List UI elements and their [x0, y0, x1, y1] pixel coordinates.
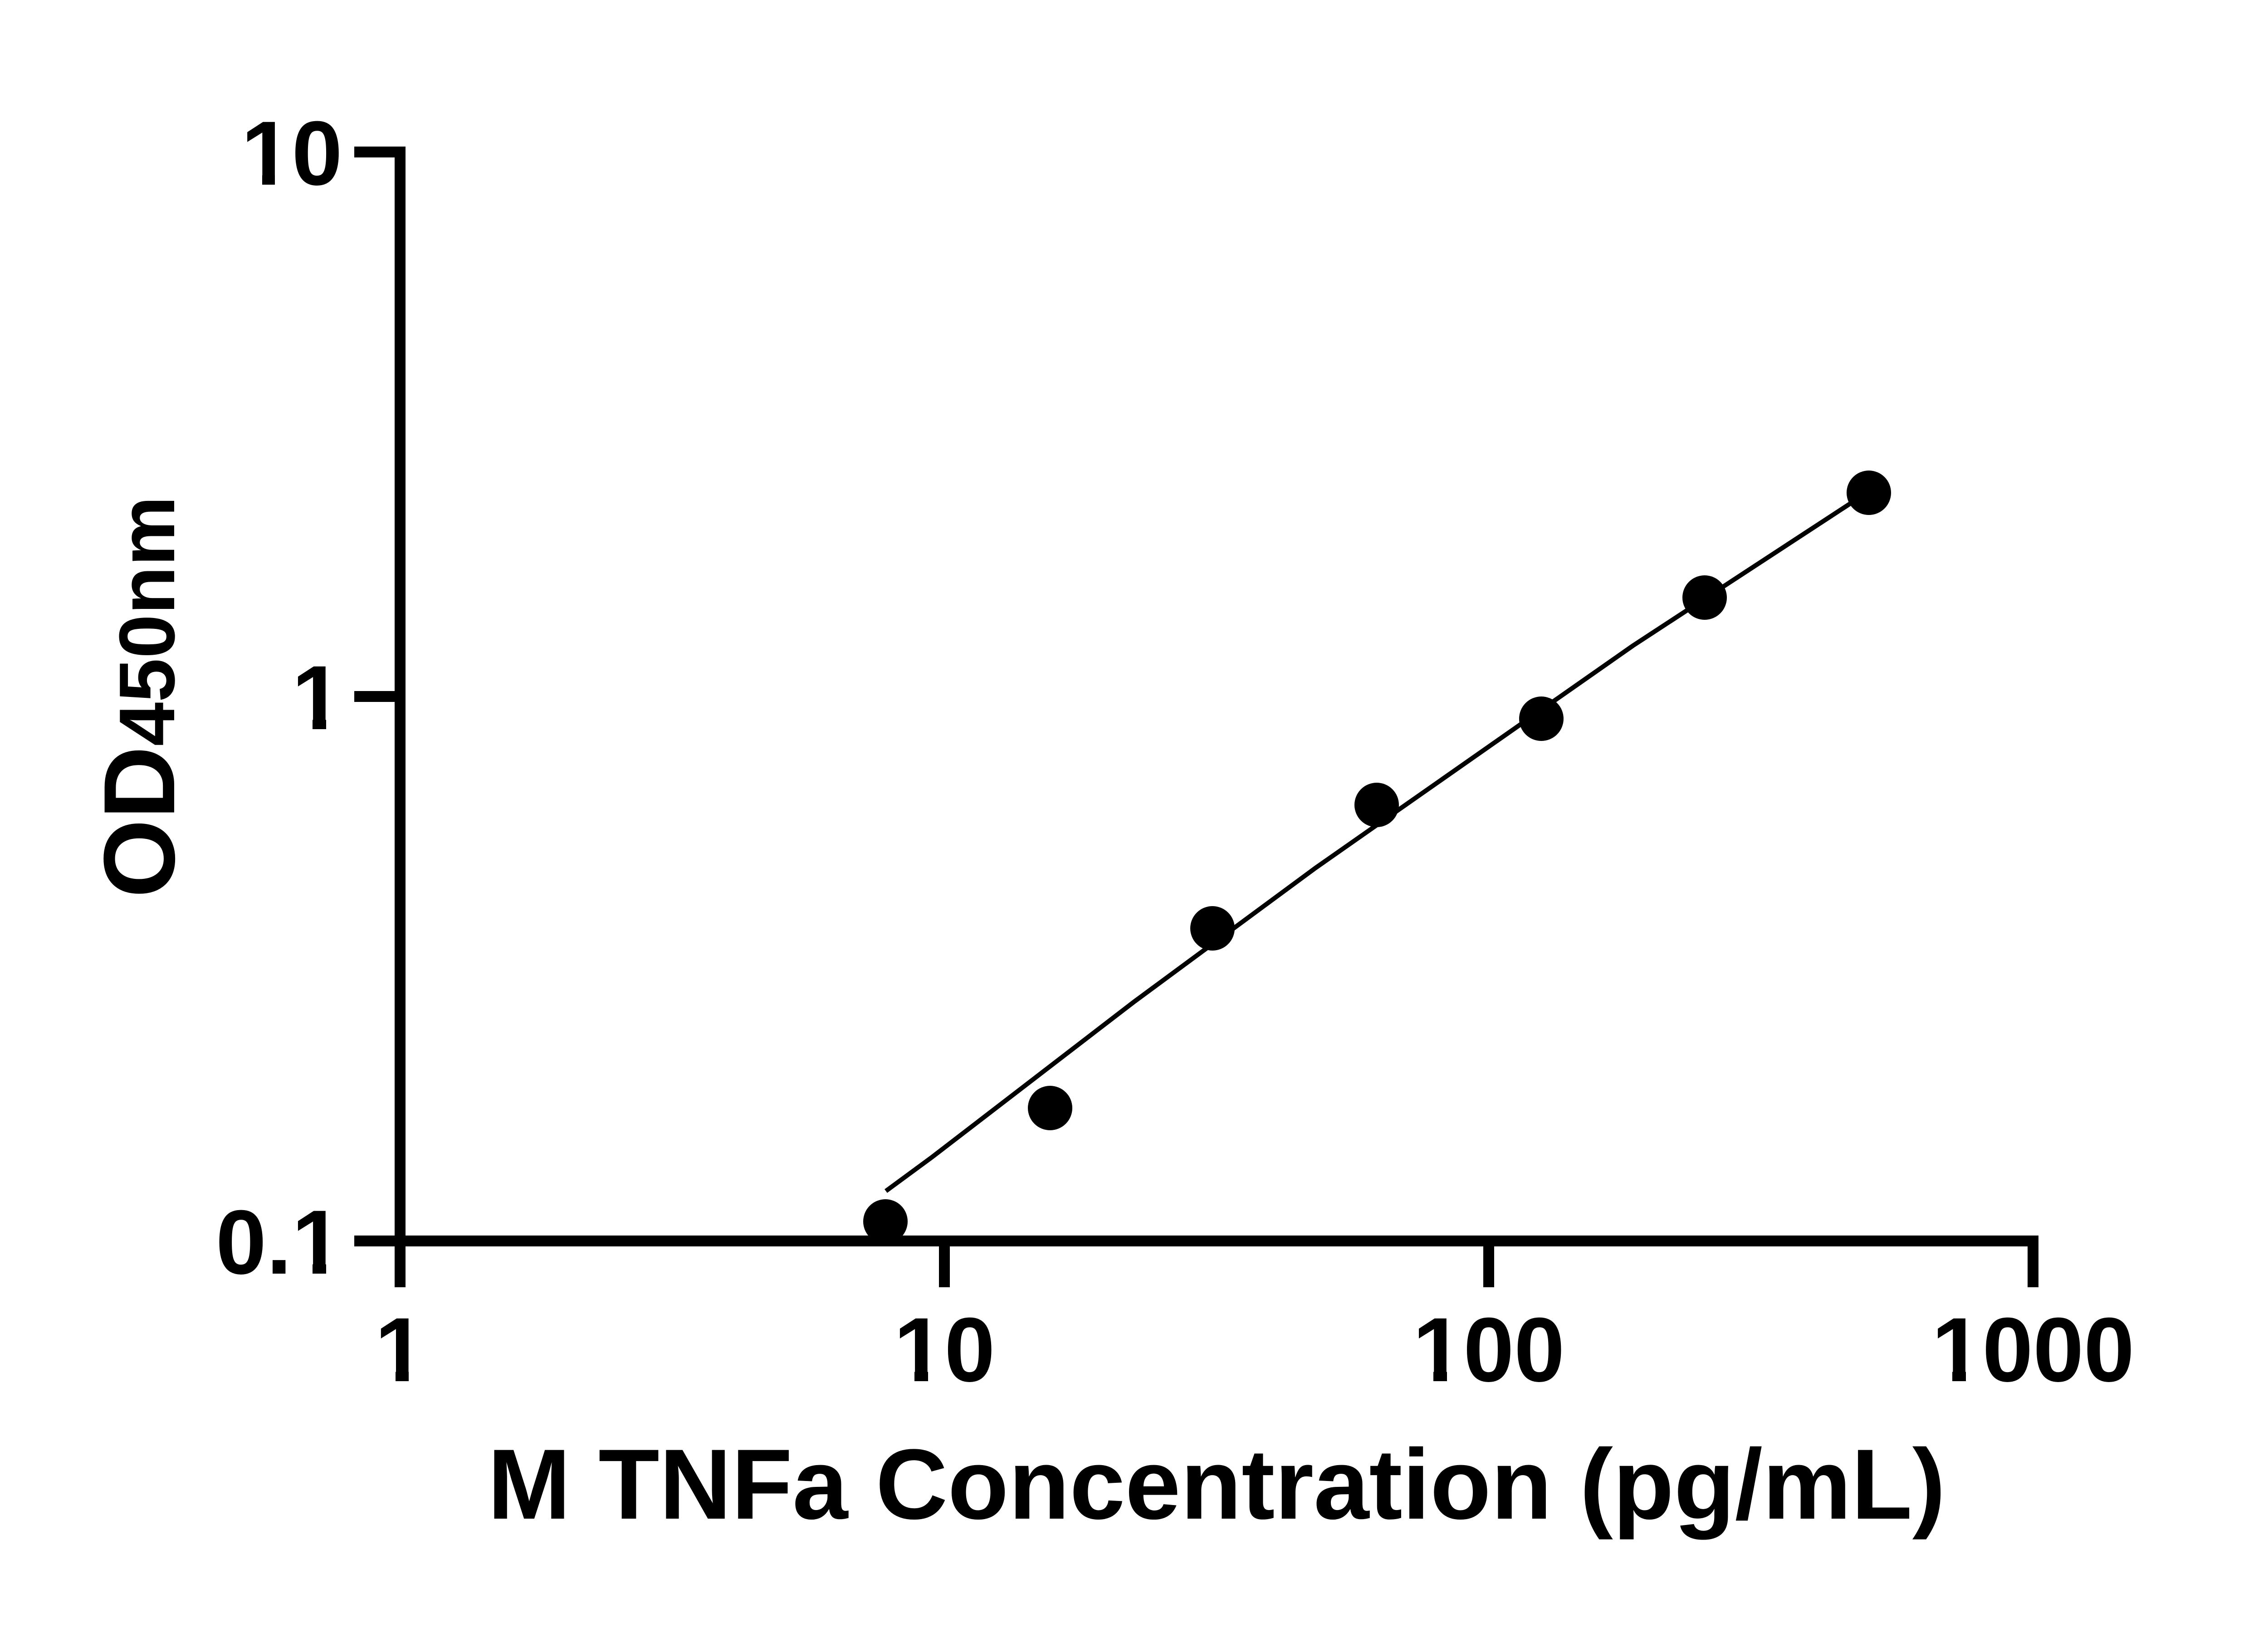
svg-text:1: 1 — [375, 1299, 425, 1401]
svg-text:1: 1 — [292, 647, 342, 749]
svg-text:1000: 1000 — [1931, 1299, 2134, 1401]
svg-text:100: 100 — [1413, 1299, 1564, 1401]
svg-text:OD450nm: OD450nm — [83, 496, 196, 898]
svg-text:10: 10 — [241, 102, 342, 204]
svg-text:0.1: 0.1 — [216, 1191, 342, 1293]
svg-text:10: 10 — [894, 1299, 995, 1401]
svg-text:M TNFa Concentration (pg/mL): M TNFa Concentration (pg/mL) — [488, 1428, 1945, 1540]
